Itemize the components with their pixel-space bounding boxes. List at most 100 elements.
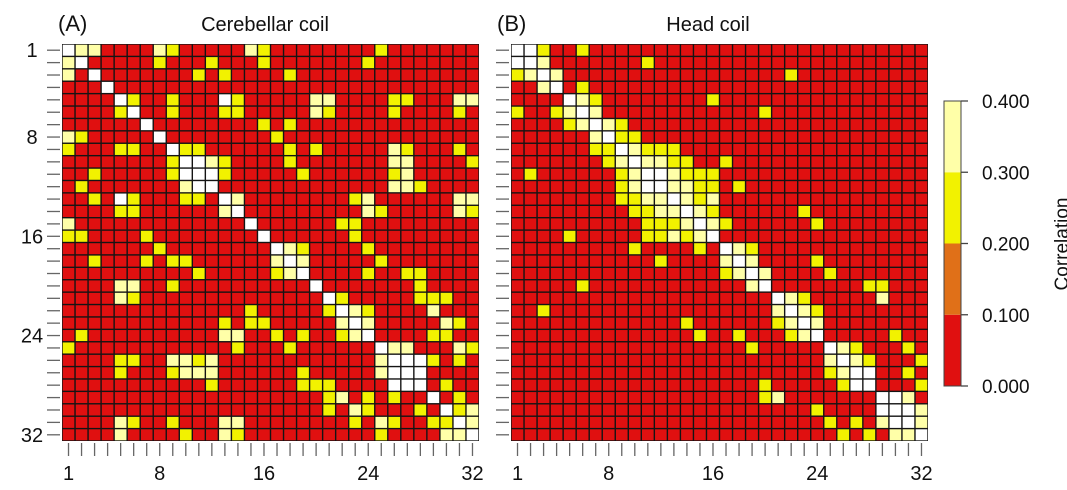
heatmap-cell	[915, 379, 928, 391]
heatmap-cell	[550, 69, 563, 81]
panel-a-title: Cerebellar coil	[201, 14, 329, 36]
heatmap-cell	[602, 119, 615, 131]
heatmap-cell	[401, 119, 414, 131]
heatmap-cell	[668, 230, 680, 242]
heatmap-cell	[655, 57, 667, 69]
heatmap-cell	[440, 106, 453, 118]
heatmap-cell	[785, 119, 797, 131]
heatmap-cell	[271, 69, 283, 81]
heatmap-cell	[427, 268, 440, 280]
heatmap-cell	[362, 317, 375, 329]
heatmap-cell	[602, 354, 615, 366]
heatmap-cell	[388, 106, 401, 118]
heatmap-cell	[140, 94, 153, 106]
heatmap-cell	[114, 317, 127, 329]
heatmap-cell	[166, 379, 179, 391]
heatmap-cell	[114, 429, 127, 441]
heatmap-cell	[219, 119, 231, 131]
heatmap-cell	[362, 94, 375, 106]
heatmap-cell	[440, 131, 453, 143]
heatmap-cell	[668, 243, 680, 255]
heatmap-cell	[349, 342, 362, 354]
heatmap-cell	[602, 131, 615, 143]
heatmap-cell	[375, 268, 388, 280]
heatmap-cell	[655, 367, 667, 379]
heatmap-cell	[720, 416, 732, 428]
heatmap-cell	[785, 367, 797, 379]
heatmap-cell	[837, 280, 850, 292]
heatmap-cell	[101, 44, 114, 56]
heatmap-cell	[114, 255, 127, 267]
heatmap-cell	[798, 143, 811, 155]
heatmap-cell	[746, 69, 758, 81]
heatmap-cell	[206, 69, 218, 81]
heatmap-cell	[772, 330, 784, 342]
heatmap-cell	[720, 57, 732, 69]
heatmap-cell	[219, 305, 231, 317]
heatmap-cell	[642, 404, 654, 416]
heatmap-cell	[537, 330, 550, 342]
heatmap-cell	[62, 205, 75, 217]
heatmap-cell	[902, 243, 915, 255]
panel-a-label: (A)	[58, 11, 87, 36]
heatmap-cell	[179, 57, 192, 69]
heatmap-cell	[746, 330, 758, 342]
heatmap-cell	[876, 392, 889, 404]
heatmap-cell	[759, 268, 771, 280]
heatmap-cell	[349, 81, 362, 93]
heatmap-cell	[615, 268, 628, 280]
heatmap-cell	[563, 81, 576, 93]
heatmap-cell	[824, 416, 837, 428]
heatmap-cell	[453, 416, 466, 428]
colorbar-swatch	[944, 243, 961, 315]
heatmap-cell	[720, 305, 732, 317]
heatmap-cell	[798, 243, 811, 255]
heatmap-cell	[550, 94, 563, 106]
heatmap-cell	[427, 168, 440, 180]
heatmap-cell	[336, 218, 348, 230]
heatmap-cell	[628, 416, 641, 428]
heatmap-cell	[707, 404, 719, 416]
heatmap-cell	[746, 81, 758, 93]
heatmap-cell	[681, 280, 693, 292]
heatmap-cell	[297, 156, 309, 168]
heatmap-cell	[863, 429, 876, 441]
heatmap-cell	[576, 69, 589, 81]
heatmap-cell	[440, 379, 453, 391]
heatmap-cell	[824, 243, 837, 255]
heatmap-cell	[127, 205, 140, 217]
x-tick-label: 16	[702, 463, 724, 485]
heatmap-cell	[271, 81, 283, 93]
heatmap-cell	[179, 168, 192, 180]
heatmap-cell	[537, 392, 550, 404]
heatmap-cell	[114, 81, 127, 93]
heatmap-cell	[615, 342, 628, 354]
heatmap-cell	[414, 94, 427, 106]
heatmap-cell	[889, 193, 902, 205]
heatmap-cell	[440, 230, 453, 242]
heatmap-cell	[401, 367, 414, 379]
heatmap-cell	[628, 305, 641, 317]
heatmap-cell	[271, 181, 283, 193]
heatmap-cell	[850, 255, 863, 267]
heatmap-cell	[668, 131, 680, 143]
heatmap-cell	[576, 280, 589, 292]
heatmap-cell	[140, 44, 153, 56]
colorbar-tick-label: 0.100	[982, 306, 1030, 327]
heatmap-cell	[206, 106, 218, 118]
heatmap-cell	[772, 230, 784, 242]
heatmap-cell	[166, 205, 179, 217]
heatmap-cell	[453, 143, 466, 155]
heatmap-cell	[850, 205, 863, 217]
heatmap-cell	[602, 168, 615, 180]
heatmap-cell	[589, 354, 602, 366]
heatmap-cell	[915, 181, 928, 193]
heatmap-cell	[271, 230, 283, 242]
heatmap-cell	[127, 255, 140, 267]
heatmap-cell	[401, 44, 414, 56]
heatmap-cell	[271, 106, 283, 118]
heatmap-cell	[746, 404, 758, 416]
heatmap-cell	[785, 69, 797, 81]
heatmap-cell	[824, 392, 837, 404]
heatmap-cell	[114, 193, 127, 205]
